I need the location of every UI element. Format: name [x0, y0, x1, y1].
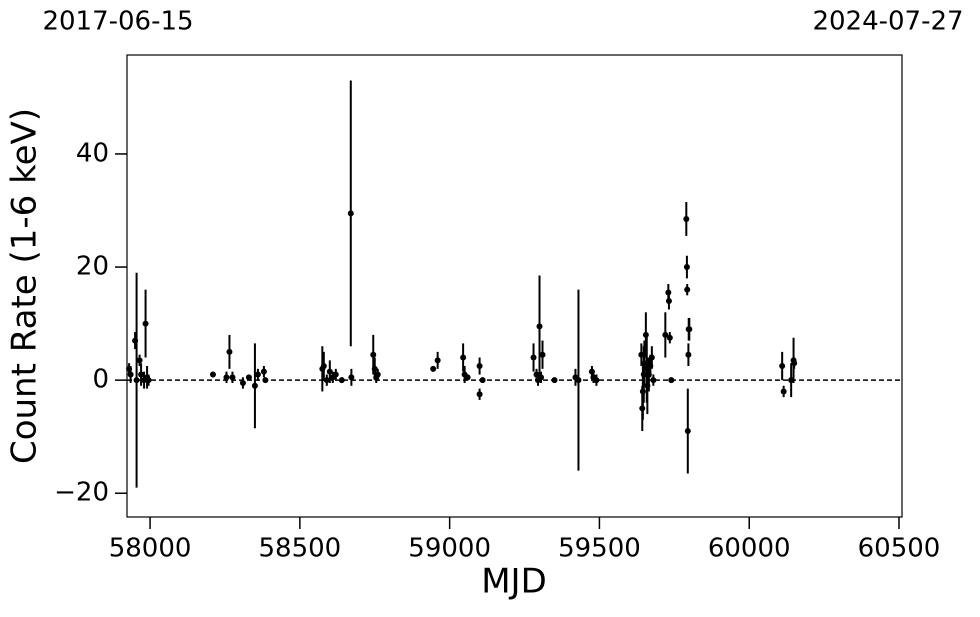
data-point [686, 326, 693, 333]
data-point [791, 360, 798, 367]
data-point [575, 377, 582, 384]
end-date: 2024-07-27 [812, 7, 963, 37]
data-point [460, 354, 467, 361]
data-point [142, 320, 149, 327]
data-point [662, 331, 669, 338]
data-point [229, 374, 236, 381]
data-point [779, 363, 786, 370]
data-point [666, 334, 673, 341]
data-point [551, 377, 558, 384]
data-point [464, 374, 471, 381]
x-axis-label: MJD [481, 562, 547, 602]
data-point [476, 363, 483, 370]
data-point [138, 371, 145, 378]
x-tick-label: 59000 [408, 534, 491, 564]
data-point [683, 215, 690, 222]
data-point [254, 371, 261, 378]
x-tick-label: 58500 [258, 534, 341, 564]
data-point [127, 371, 134, 378]
data-point [530, 354, 537, 361]
data-point [538, 374, 545, 381]
data-point [650, 377, 657, 384]
y-tick-label: 40 [76, 138, 109, 168]
data-point [371, 365, 378, 372]
y-tick-label: 0 [92, 365, 109, 395]
data-point [648, 354, 655, 361]
y-tick-label: 20 [76, 252, 109, 282]
data-point [320, 363, 327, 370]
data-point [239, 379, 246, 386]
data-point [323, 377, 330, 384]
data-point [536, 323, 543, 330]
data-point [338, 377, 345, 384]
data-point [347, 210, 354, 217]
data-point [665, 297, 672, 304]
data-point [348, 374, 355, 381]
plot-frame [126, 54, 903, 518]
x-tick-label: 60000 [708, 534, 791, 564]
x-tick-label: 60500 [858, 534, 941, 564]
data-point [226, 348, 233, 355]
data-point [145, 377, 152, 384]
data-point [136, 357, 143, 364]
data-point [780, 388, 787, 395]
data-point [251, 382, 258, 389]
data-point [370, 351, 377, 358]
data-point [326, 368, 333, 375]
data-point [539, 351, 546, 358]
data-point [668, 377, 675, 384]
data-point [430, 365, 437, 372]
data-point [332, 371, 339, 378]
data-point [260, 368, 267, 375]
data-point [685, 351, 692, 358]
data-point [476, 391, 483, 398]
data-point [683, 264, 690, 271]
data-point [479, 377, 486, 384]
data-point [245, 374, 252, 381]
data-point [223, 374, 230, 381]
data-point [133, 377, 140, 384]
data-point [593, 377, 600, 384]
y-axis-label: Count Rate (1-6 keV) [5, 108, 45, 464]
x-tick-label: 58000 [109, 534, 192, 564]
data-point [684, 428, 691, 435]
data-point [374, 371, 381, 378]
data-point [684, 286, 691, 293]
data-point [209, 371, 216, 378]
data-point [434, 357, 441, 364]
y-tick-label: −20 [54, 478, 109, 508]
data-point [262, 377, 269, 384]
start-date: 2017-06-15 [42, 7, 193, 37]
x-tick-label: 59500 [558, 534, 641, 564]
